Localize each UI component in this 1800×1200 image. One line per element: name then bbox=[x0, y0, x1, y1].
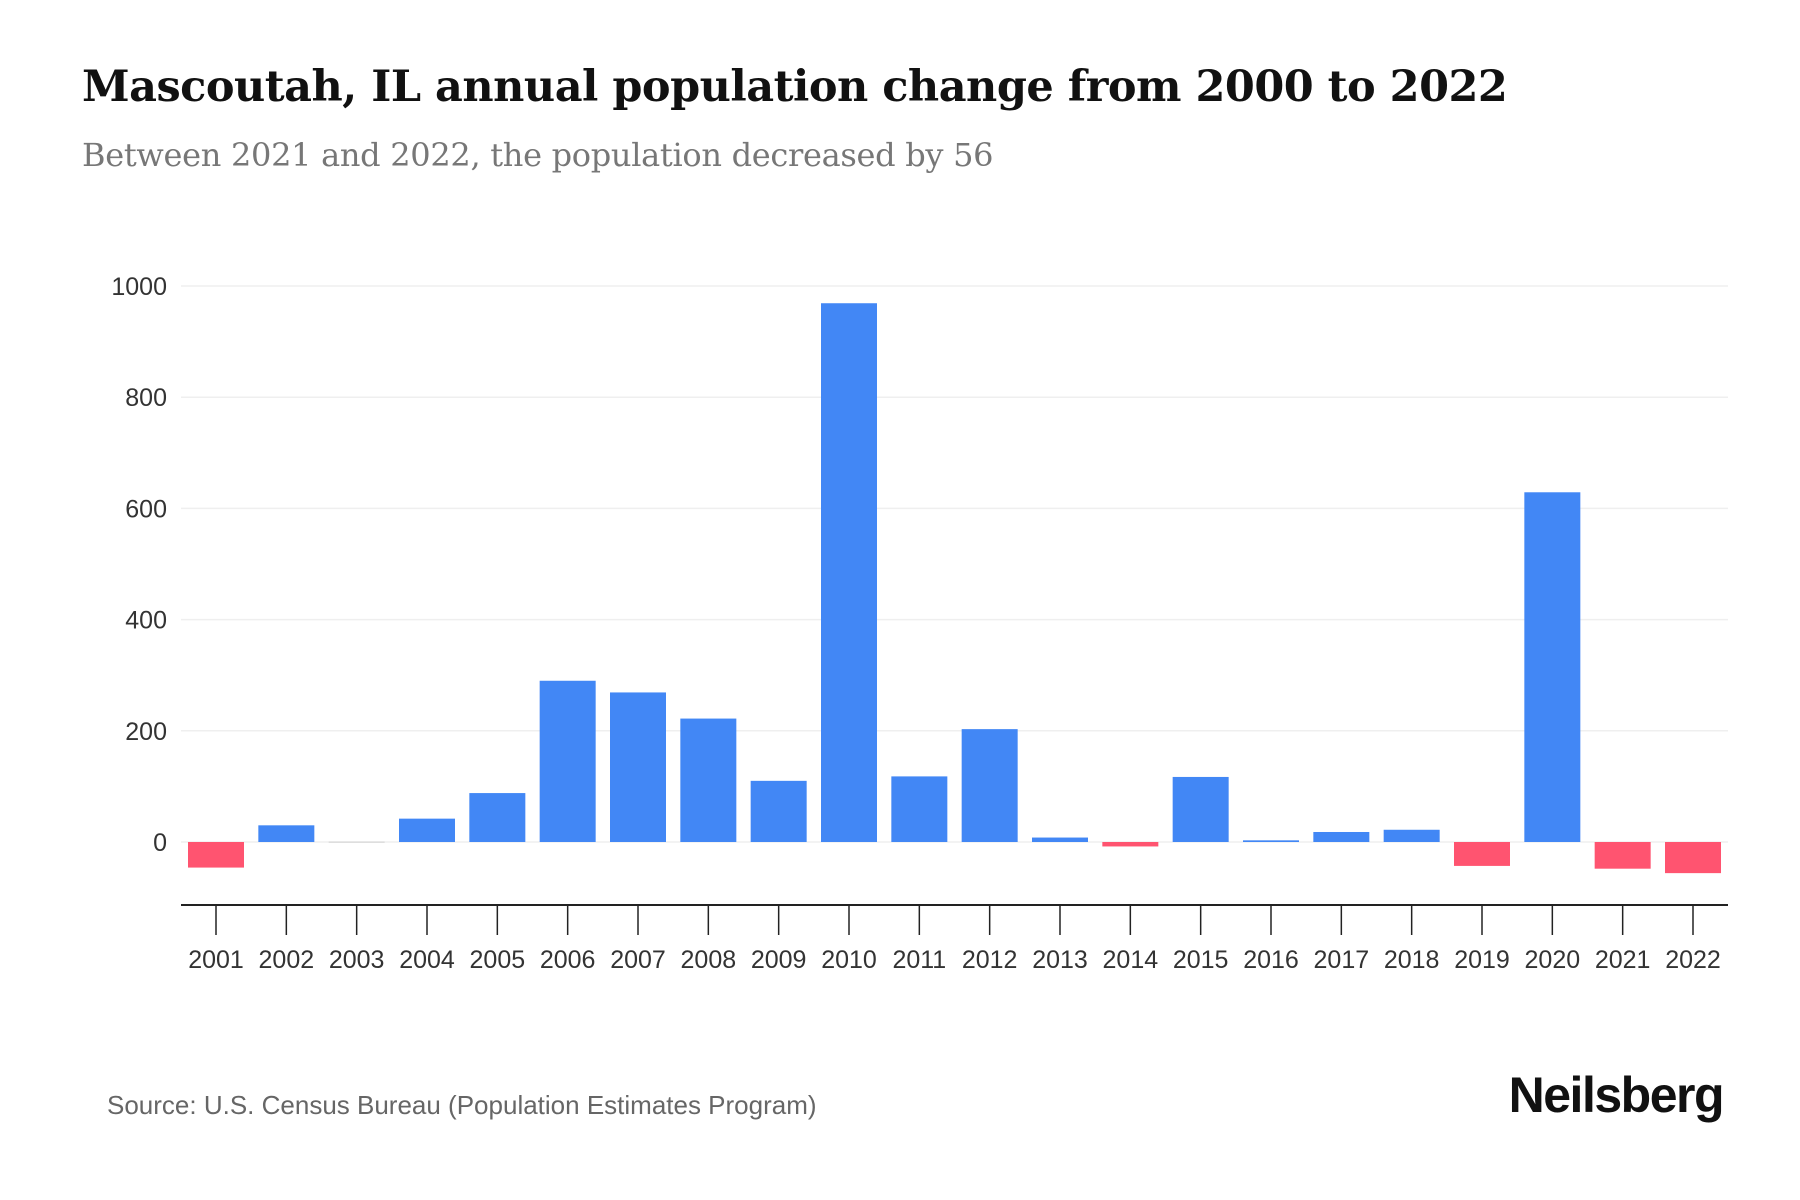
x-tick-label: 2017 bbox=[1314, 946, 1370, 974]
chart-subtitle: Between 2021 and 2022, the population de… bbox=[82, 136, 994, 174]
x-tick-label: 2002 bbox=[259, 946, 315, 974]
x-tick-label: 2018 bbox=[1384, 946, 1440, 974]
x-tick-label: 2016 bbox=[1243, 946, 1299, 974]
x-tick-label: 2001 bbox=[188, 946, 244, 974]
y-tick-label: 0 bbox=[153, 829, 167, 857]
bar-2006 bbox=[539, 680, 596, 842]
x-tick-label: 2022 bbox=[1665, 946, 1721, 974]
source-note: Source: U.S. Census Bureau (Population E… bbox=[107, 1090, 817, 1120]
x-tick-label: 2020 bbox=[1525, 946, 1581, 974]
bar-2002 bbox=[258, 825, 315, 842]
bar-2017 bbox=[1313, 831, 1370, 842]
x-tick-label: 2015 bbox=[1173, 946, 1229, 974]
y-tick-label: 200 bbox=[125, 718, 167, 746]
x-tick-label: 2006 bbox=[540, 946, 596, 974]
y-tick-label: 400 bbox=[125, 607, 167, 635]
bar-2010 bbox=[821, 303, 877, 843]
bar-2012 bbox=[961, 729, 1018, 842]
x-tick-label: 2008 bbox=[681, 946, 737, 974]
bar-2011 bbox=[891, 776, 948, 842]
bar-2007 bbox=[610, 692, 666, 842]
x-tick-label: 2009 bbox=[751, 946, 807, 974]
bar-2018 bbox=[1383, 829, 1440, 842]
x-tick-label: 2004 bbox=[399, 946, 455, 974]
x-tick-label: 2010 bbox=[821, 946, 877, 974]
y-tick-label: 600 bbox=[125, 495, 167, 523]
x-tick-label: 2013 bbox=[1032, 946, 1088, 974]
bar-2005 bbox=[469, 793, 526, 842]
bar-2013 bbox=[1032, 837, 1088, 842]
neilsberg-logo: Neilsberg bbox=[1508, 1067, 1725, 1123]
x-tick-label: 2007 bbox=[610, 946, 666, 974]
bar-2022 bbox=[1665, 842, 1721, 874]
bar-2019 bbox=[1454, 842, 1510, 866]
bar-2020 bbox=[1524, 492, 1581, 842]
bar-2014 bbox=[1102, 842, 1159, 847]
x-tick-label: 2003 bbox=[329, 946, 385, 974]
x-tick-label: 2012 bbox=[962, 946, 1018, 974]
bar-2009 bbox=[750, 780, 807, 842]
x-tick-label: 2005 bbox=[470, 946, 526, 974]
bar-2021 bbox=[1594, 842, 1651, 869]
chart-title: Mascoutah, IL annual population change f… bbox=[82, 62, 1508, 112]
x-tick-label: 2014 bbox=[1103, 946, 1159, 974]
x-tick-label: 2021 bbox=[1595, 946, 1651, 974]
x-tick-label: 2019 bbox=[1454, 946, 1510, 974]
bar-2003 bbox=[328, 841, 385, 843]
y-tick-label: 800 bbox=[125, 384, 167, 412]
x-tick-label: 2011 bbox=[892, 946, 946, 974]
bar-2015 bbox=[1172, 776, 1229, 842]
y-tick-label: 1000 bbox=[111, 273, 167, 301]
bar-2004 bbox=[399, 818, 455, 842]
bar-2008 bbox=[680, 718, 737, 842]
bar-2016 bbox=[1243, 840, 1299, 842]
bar-2001 bbox=[188, 842, 244, 868]
